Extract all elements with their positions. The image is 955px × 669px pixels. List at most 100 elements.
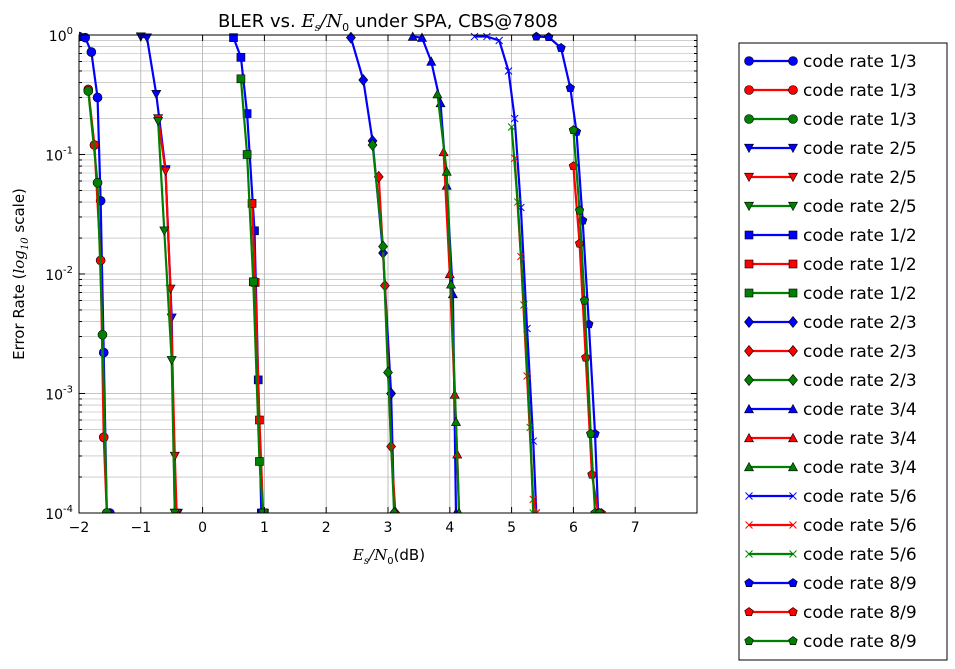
- series-line: [474, 35, 538, 513]
- legend-entry: code rate 1/3: [744, 81, 917, 101]
- xlabel-suffix: (dB): [394, 546, 426, 564]
- data-point: [544, 32, 554, 42]
- legend-entry: code rate 2/3: [744, 313, 917, 333]
- legend-marker: [788, 607, 798, 616]
- title-n0-symbol: N: [325, 11, 343, 32]
- data-point: [236, 53, 246, 62]
- legend-marker: [788, 316, 798, 328]
- legend-label: code rate 8/9: [803, 632, 917, 652]
- legend-marker: [788, 56, 798, 66]
- title-es-symbol: E: [300, 11, 314, 32]
- xlabel-slash: /: [367, 546, 376, 564]
- legend-marker: [743, 461, 755, 472]
- data-point: [97, 329, 108, 340]
- legend-marker: [787, 403, 799, 414]
- data-point: [426, 56, 437, 66]
- legend-marker: [788, 374, 798, 386]
- legend-marker: [788, 259, 798, 269]
- data-point: [504, 67, 513, 75]
- title-n0-subscript: 0: [342, 21, 349, 34]
- legend-label: code rate 2/5: [803, 139, 917, 159]
- data-point: [586, 428, 596, 438]
- legend-entry: code rate 8/9: [744, 632, 917, 652]
- y-axis-label: Error Rate (log10 scale): [10, 188, 31, 360]
- data-point: [529, 509, 538, 513]
- series-line: [87, 89, 108, 513]
- x-tick-label: 7: [631, 520, 640, 536]
- legend-entry: code rate 1/3: [744, 110, 917, 130]
- legend-marker: [789, 550, 797, 558]
- data-point: [510, 114, 519, 123]
- data-point: [255, 457, 264, 466]
- title-suffix: under SPA, CBS@7808: [349, 11, 558, 32]
- data-point: [83, 86, 94, 96]
- series-14: [438, 146, 463, 513]
- xlabel-es-subscript: s: [364, 556, 369, 567]
- legend-label: code rate 2/3: [803, 371, 917, 391]
- data-point: [507, 123, 516, 131]
- data-point: [520, 301, 528, 309]
- legend-entry: code rate 1/2: [744, 284, 917, 304]
- legend-marker: [744, 607, 754, 616]
- legend-marker: [744, 114, 754, 124]
- legend-label: code rate 1/2: [803, 255, 917, 275]
- data-point: [568, 125, 579, 135]
- legend-entry: code rate 5/6: [745, 516, 917, 536]
- series-line: [536, 35, 600, 513]
- data-point: [236, 74, 246, 84]
- legend-entry: code rate 1/2: [744, 226, 917, 246]
- data-point: [358, 74, 369, 86]
- data-point: [378, 240, 388, 253]
- legend-label: code rate 5/6: [803, 487, 917, 507]
- legend-marker: [744, 578, 754, 587]
- series-layer: [79, 31, 606, 513]
- data-point: [258, 508, 268, 513]
- legend-marker: [744, 374, 754, 386]
- ylabel-suffix: scale): [10, 188, 28, 237]
- legend-marker: [744, 288, 754, 298]
- data-point: [242, 150, 252, 159]
- data-point: [383, 366, 393, 379]
- legend-label: code rate 1/2: [803, 226, 917, 246]
- data-point: [574, 205, 585, 215]
- data-point: [166, 356, 177, 366]
- data-point: [92, 177, 103, 188]
- x-tick-label: 2: [322, 520, 331, 536]
- x-axis-label: Es/N0(dB): [352, 546, 425, 567]
- y-tick-label: 10-3: [45, 385, 73, 404]
- y-tick-label: 10-2: [45, 265, 73, 284]
- x-tick-label: 4: [445, 520, 454, 536]
- legend-entry: code rate 8/9: [744, 574, 917, 594]
- x-tick-label: 0: [198, 520, 207, 536]
- series-2: [83, 84, 112, 513]
- legend-marker: [788, 345, 798, 357]
- legend-marker: [787, 172, 799, 183]
- data-point: [141, 33, 152, 43]
- data-point: [98, 432, 109, 443]
- legend-entry: code rate 8/9: [744, 603, 917, 623]
- legend-label: code rate 1/3: [803, 110, 917, 130]
- data-point: [389, 507, 400, 513]
- legend-entry: code rate 3/4: [743, 458, 917, 478]
- data-point: [367, 139, 378, 152]
- legend-marker: [788, 230, 798, 240]
- data-point: [565, 83, 575, 92]
- series-line: [87, 90, 108, 513]
- series-18: [507, 123, 538, 513]
- data-point: [432, 89, 443, 99]
- legend-entry: code rate 1/2: [744, 255, 917, 275]
- data-point: [483, 32, 491, 41]
- legend-entry: code rate 2/5: [743, 168, 917, 188]
- data-point: [416, 32, 427, 42]
- data-point: [531, 31, 541, 41]
- data-point: [556, 43, 566, 52]
- legend-marker: [743, 403, 755, 414]
- data-point: [151, 90, 162, 100]
- data-point: [153, 117, 164, 127]
- axis-ticks: −2 −1 0 1 2 3 4 5 6 7 10-4 10-3 10-2 10-1 100: [45, 26, 697, 536]
- legend-marker: [787, 461, 799, 472]
- legend-entry: code rate 3/4: [743, 429, 917, 449]
- legend-entry: code rate 3/4: [743, 400, 917, 420]
- series-line: [371, 144, 396, 513]
